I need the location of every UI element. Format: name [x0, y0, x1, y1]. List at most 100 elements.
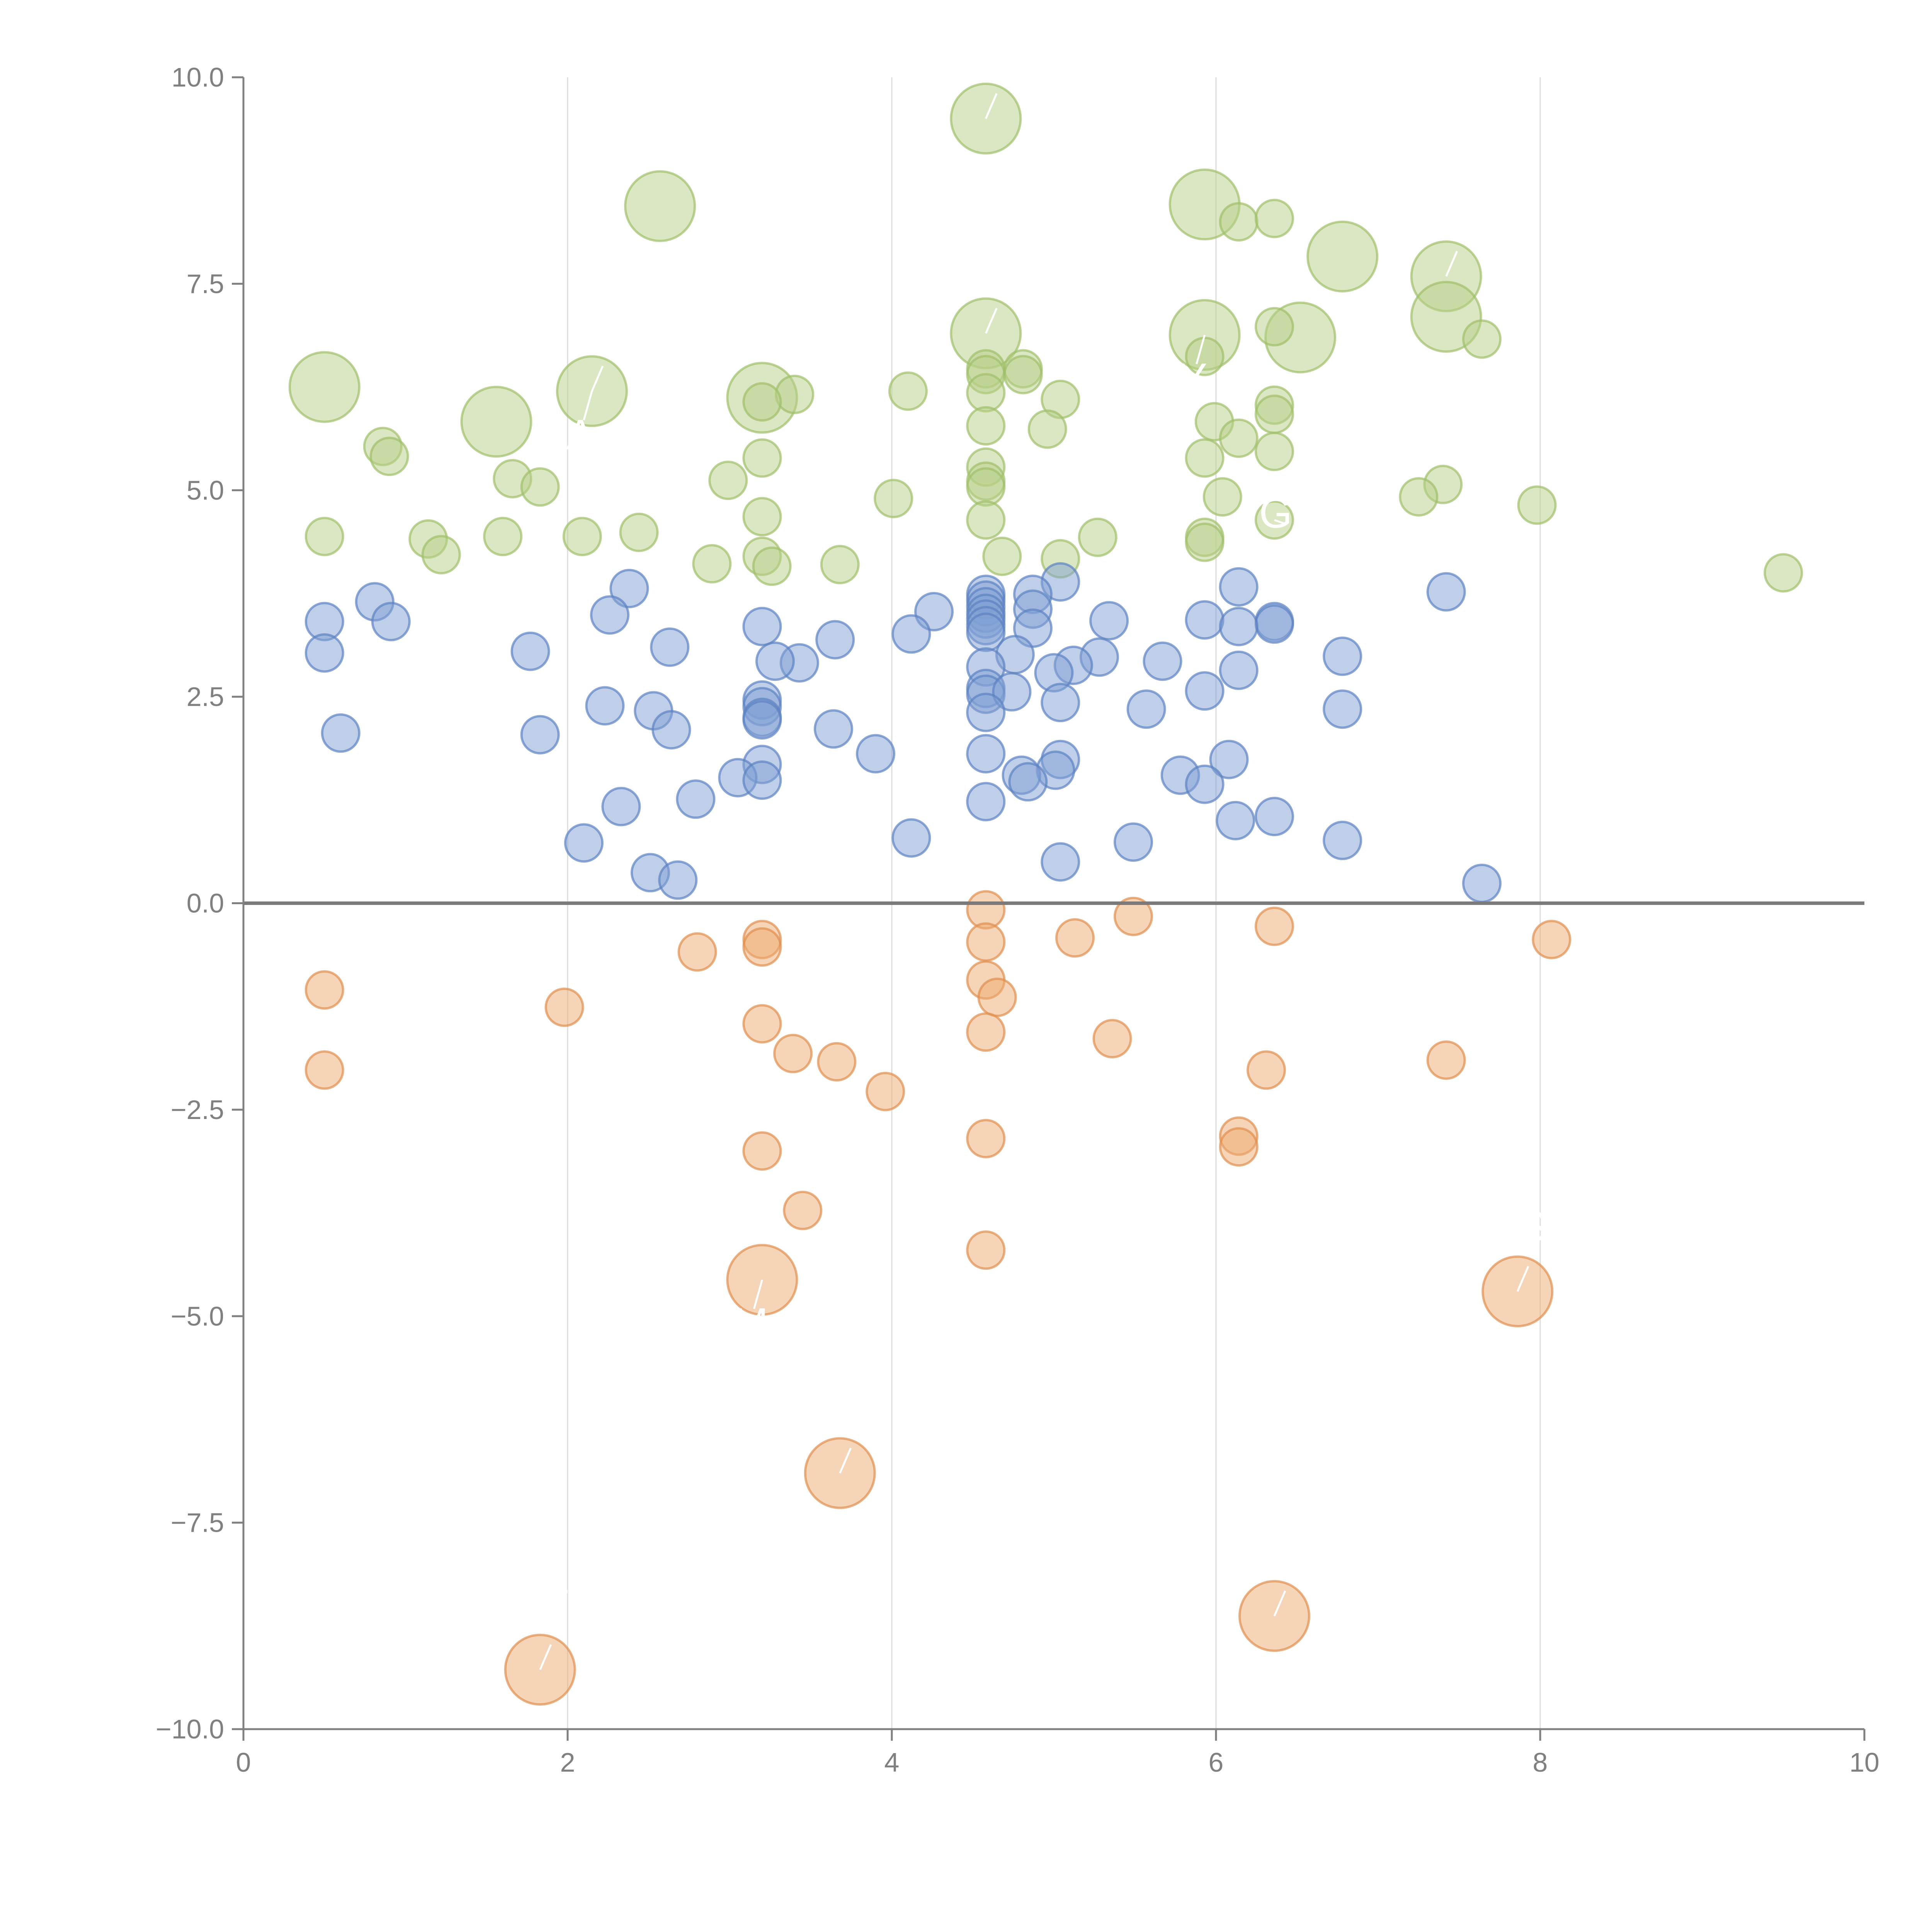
- x-tick-label: 6: [1209, 1747, 1224, 1777]
- green-bubble: [1764, 553, 1803, 593]
- green-bubble: [742, 438, 782, 478]
- y-tick-label: 2.5: [187, 682, 224, 712]
- blue-bubble: [1185, 671, 1225, 711]
- orange-bubble: [966, 1230, 1006, 1270]
- green-bubble: [1202, 477, 1242, 517]
- green-bubble: [966, 373, 1006, 413]
- green-bubble: [460, 386, 532, 458]
- green-bubble: [966, 406, 1006, 446]
- annotation-label: M: [733, 1299, 769, 1347]
- blue-bubble: [510, 631, 550, 671]
- green-bubble: [1185, 522, 1225, 562]
- blue-bubble: [609, 569, 649, 609]
- blue-bubble: [742, 607, 782, 646]
- orange-bubble: [1255, 906, 1294, 946]
- annotation-leader-line: [753, 1279, 763, 1309]
- orange-bubble: [966, 1119, 1006, 1158]
- annotation-label: Y: [1179, 355, 1207, 402]
- annotation-leader-line: [591, 366, 604, 392]
- green-bubble: [1185, 438, 1225, 478]
- bubble-layer: [288, 82, 1803, 1706]
- annotation-label: S: [1519, 1203, 1547, 1250]
- green-bubble: [820, 545, 860, 585]
- blue-bubble: [1255, 797, 1294, 837]
- green-bubble: [619, 512, 659, 552]
- green-bubble: [1027, 409, 1067, 449]
- annotation-layer: WP C Y E E A GA M S S C T: [539, 30, 1547, 1670]
- x-tick-label: 10: [1849, 1747, 1879, 1777]
- blue-bubble: [1041, 842, 1080, 882]
- blue-bubble: [590, 595, 630, 635]
- green-bubble: [888, 371, 928, 411]
- blue-bubble: [1323, 636, 1362, 676]
- green-bubble: [1078, 517, 1117, 557]
- orange-bubble: [742, 1004, 782, 1044]
- green-bubble: [1255, 432, 1294, 471]
- orange-bubble: [1532, 920, 1571, 959]
- blue-bubble: [856, 734, 896, 774]
- y-tick-label: −5.0: [171, 1301, 224, 1331]
- green-bubble: [982, 536, 1022, 576]
- green-bubble: [562, 517, 602, 556]
- green-bubble: [1255, 199, 1294, 238]
- annotation-label: T: [543, 1581, 568, 1629]
- annotation-leader-line: [1274, 519, 1286, 525]
- blue-bubble: [1323, 689, 1362, 729]
- blue-bubble: [371, 602, 411, 641]
- blue-bubble: [1209, 740, 1249, 779]
- blue-bubble: [966, 692, 1006, 732]
- green-bubble: [1003, 355, 1043, 395]
- blue-bubble: [1462, 864, 1502, 903]
- green-bubble: [1255, 307, 1294, 347]
- orange-bubble: [966, 922, 1006, 962]
- green-bubble: [775, 374, 815, 414]
- green-bubble: [1255, 395, 1294, 434]
- y-tick-label: 10.0: [172, 62, 224, 92]
- annotation-leader-line: [1273, 1590, 1286, 1617]
- blue-bubble: [1323, 821, 1362, 861]
- annotation-label: WP: [967, 30, 1036, 78]
- x-tick-label: 8: [1533, 1747, 1548, 1777]
- annotation-label: E: [593, 303, 621, 350]
- blue-bubble: [1185, 764, 1225, 804]
- green-bubble: [966, 467, 1006, 507]
- green-bubble: [304, 517, 344, 556]
- orange-bubble: [977, 978, 1017, 1017]
- annotation-leader-line: [839, 1447, 852, 1474]
- orange-bubble: [544, 987, 584, 1027]
- orange-bubble: [304, 970, 344, 1010]
- annotation-leader-line: [539, 1644, 552, 1670]
- blue-bubble: [676, 779, 716, 819]
- blue-bubble: [1185, 600, 1225, 640]
- orange-bubble: [742, 927, 782, 967]
- green-bubble: [1219, 418, 1259, 458]
- blue-bubble: [1219, 567, 1259, 607]
- y-tick-label: 5.0: [187, 475, 224, 505]
- green-bubble: [483, 517, 523, 556]
- blue-bubble: [1114, 822, 1153, 862]
- y-tick-label: −7.5: [171, 1508, 224, 1538]
- blue-bubble: [650, 627, 690, 667]
- orange-bubble: [1092, 1019, 1132, 1059]
- blue-bubble: [304, 633, 344, 673]
- green-bubble: [520, 467, 560, 507]
- blue-bubble: [601, 787, 641, 827]
- orange-bubble: [966, 1012, 1006, 1052]
- x-tick-label: 4: [884, 1747, 900, 1777]
- green-bubble: [708, 461, 748, 500]
- annotation-label: GA: [1259, 490, 1321, 537]
- blue-bubble: [891, 818, 931, 858]
- annotation-label: C: [1274, 1527, 1305, 1575]
- green-bubble: [874, 479, 913, 519]
- orange-bubble: [742, 1131, 782, 1171]
- blue-bubble: [742, 700, 782, 740]
- y-tick-label: 0.0: [187, 888, 224, 918]
- blue-bubble: [815, 620, 855, 660]
- blue-bubble: [1008, 762, 1048, 802]
- annotation-label: S: [841, 1384, 869, 1432]
- orange-bubble: [1114, 896, 1153, 936]
- annotation-leader-line: [985, 308, 998, 334]
- green-bubble: [1399, 477, 1439, 517]
- blue-bubble: [1041, 683, 1080, 723]
